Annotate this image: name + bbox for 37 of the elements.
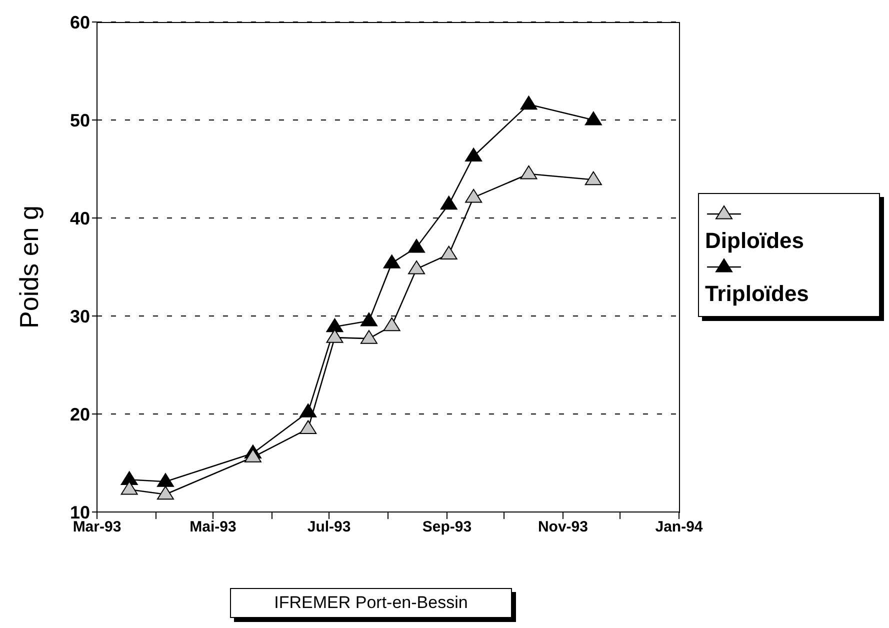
point xyxy=(300,404,317,418)
legend-label: Triploïdes xyxy=(705,280,810,308)
y-tick-label: 50 xyxy=(70,110,90,130)
point xyxy=(156,473,174,487)
point xyxy=(326,318,344,332)
x-tick-label: Mai-93 xyxy=(190,518,236,536)
y-tick-label: 30 xyxy=(70,306,90,326)
text: IFREMER Port-en-Bessin xyxy=(230,588,512,618)
point xyxy=(360,312,378,326)
point xyxy=(300,420,317,434)
point xyxy=(383,254,400,268)
x-tick-label: Nov-93 xyxy=(538,518,588,536)
point xyxy=(408,260,426,274)
y-tick-label: 40 xyxy=(70,208,90,228)
point xyxy=(520,96,538,110)
point xyxy=(465,188,482,203)
point xyxy=(584,112,602,126)
point xyxy=(120,471,138,485)
x-tick-label: Jul-93 xyxy=(307,518,351,536)
point xyxy=(584,171,602,186)
point xyxy=(465,148,482,162)
point xyxy=(440,246,458,260)
y-tick-label: 60 xyxy=(70,12,90,32)
x-tick-label: Sep-93 xyxy=(422,518,472,536)
point xyxy=(383,317,400,332)
y-axis-title: Poids en g xyxy=(14,206,44,328)
legend-label: Diploïdes xyxy=(705,227,806,255)
point xyxy=(408,238,426,253)
point xyxy=(326,329,344,343)
y-tick-label: 20 xyxy=(70,404,90,424)
point xyxy=(120,480,138,495)
point xyxy=(520,165,538,180)
point xyxy=(244,448,262,462)
point xyxy=(440,196,458,210)
x-tick-label: Jan-94 xyxy=(655,518,704,536)
point xyxy=(156,486,174,500)
point xyxy=(360,330,378,344)
